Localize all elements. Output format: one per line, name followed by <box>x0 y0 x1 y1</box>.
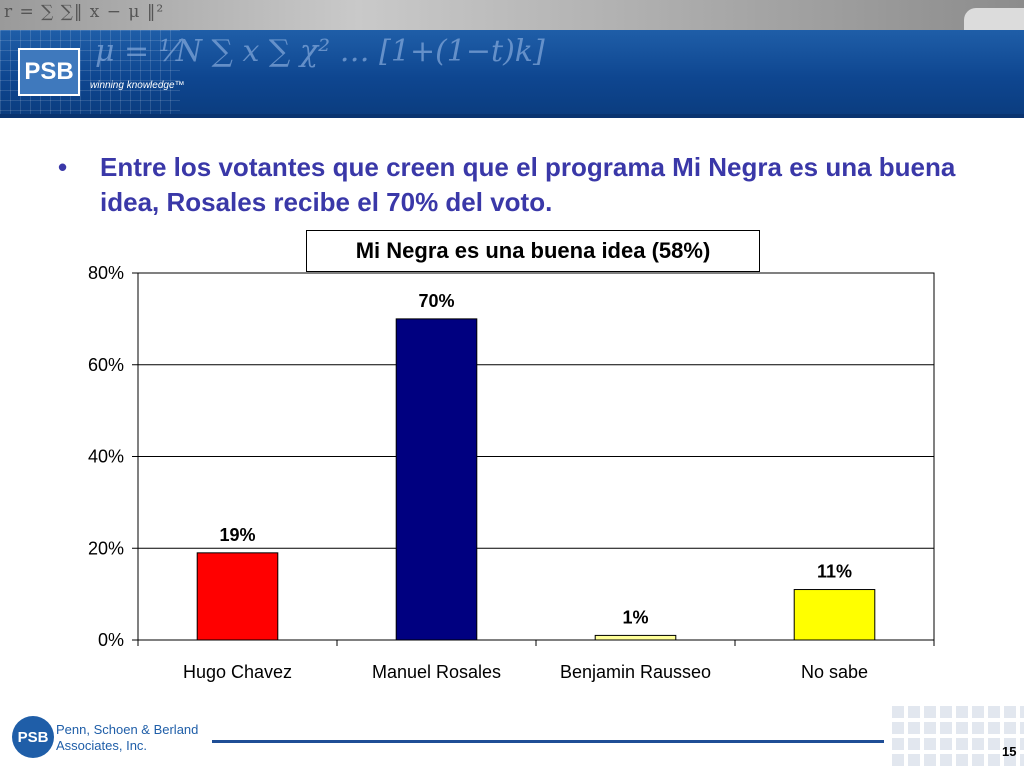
bar <box>196 552 279 641</box>
x-category-label: No sabe <box>801 662 868 682</box>
footer-psb-logo: PSB <box>12 716 54 758</box>
chart-title: Mi Negra es una buena idea (58%) <box>306 230 760 272</box>
page-number: 15 <box>1002 744 1017 759</box>
bar-value-label: 70% <box>418 291 454 311</box>
psb-logo: PSB <box>18 48 80 96</box>
x-category-label: Manuel Rosales <box>372 662 501 682</box>
bar-value-label: 1% <box>622 607 648 627</box>
bar <box>594 634 677 641</box>
footer-company-name: Penn, Schoen & Berland Associates, Inc. <box>56 722 198 754</box>
banner-formula-text: μ = ⅟N ∑ x ∑ χ² … [1+(1−t)k] <box>95 34 545 69</box>
footer-company-line-1: Penn, Schoen & Berland <box>56 722 199 737</box>
bar-value-label: 11% <box>817 562 852 582</box>
y-tick-label: 80% <box>88 263 124 283</box>
footer-divider <box>212 740 884 743</box>
banner-bottom-rule <box>0 114 1024 118</box>
header-banner: μ = ⅟N ∑ x ∑ χ² … [1+(1−t)k] PSB winning… <box>0 30 1024 118</box>
y-tick-label: 60% <box>88 355 124 375</box>
bar-value-label: 19% <box>219 525 255 545</box>
footer-square-pattern <box>892 706 1024 768</box>
y-tick-label: 0% <box>98 630 124 650</box>
header-top-strip: r = ∑ ∑‖ x − μ ‖² <box>0 0 1024 32</box>
slide-headline: Entre los votantes que creen que el prog… <box>100 152 956 217</box>
bullet-icon: • <box>58 152 68 182</box>
bar <box>395 318 478 641</box>
bar-chart: 0% 20% 40% 60% 80% 19% Hugo Chavez 70% Manuel Ro… <box>88 263 935 682</box>
x-category-label: Hugo Chavez <box>183 662 292 682</box>
header-corner-tab <box>964 8 1024 32</box>
y-tick-label: 40% <box>88 447 124 467</box>
footer-company-line-2: Associates, Inc. <box>56 738 148 753</box>
x-category-label: Benjamin Rausseo <box>560 662 711 682</box>
logo-tagline: winning knowledge™ <box>90 80 185 91</box>
bar <box>793 589 876 641</box>
header-formula-text: r = ∑ ∑‖ x − μ ‖² <box>4 2 165 22</box>
y-tick-label: 20% <box>88 538 124 558</box>
